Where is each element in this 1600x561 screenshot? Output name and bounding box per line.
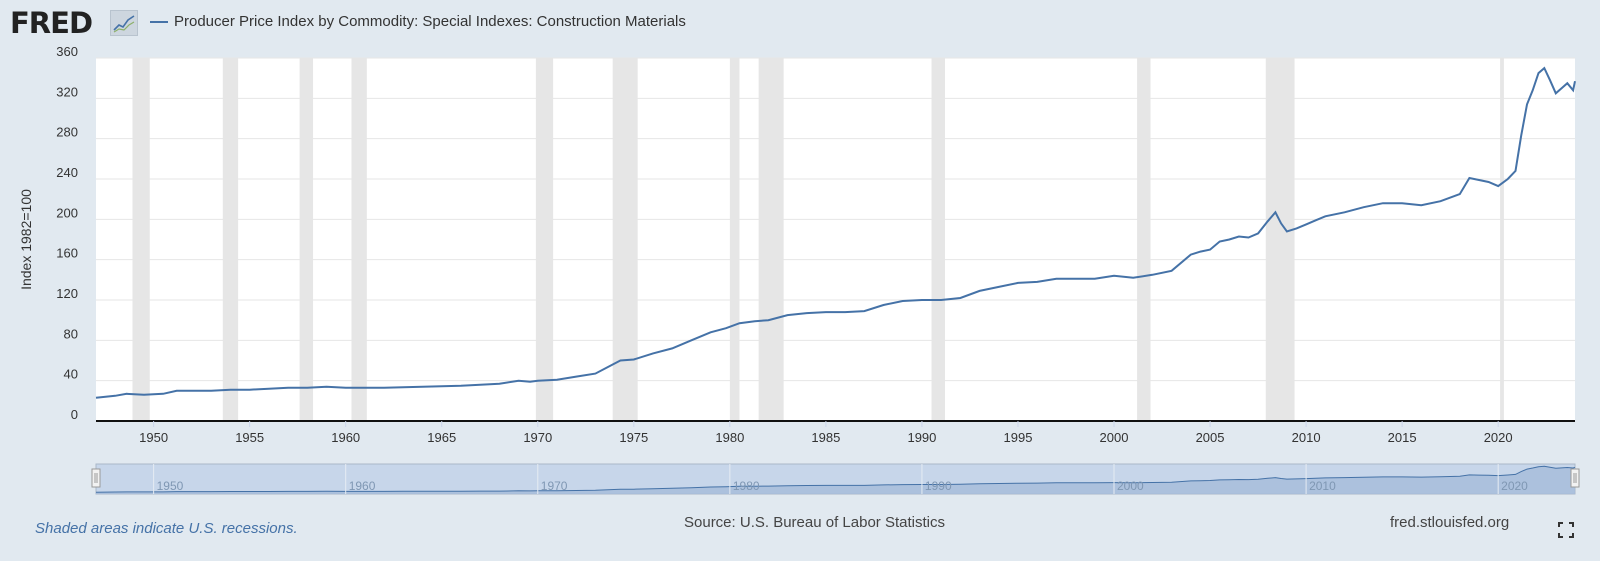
- series-layer: [95, 66, 1576, 399]
- x-tick-label: 1985: [811, 430, 840, 445]
- recession-band: [299, 58, 314, 421]
- legend-series-swatch: [150, 21, 168, 23]
- navigator-handle-grip[interactable]: [91, 468, 101, 488]
- navigator-ticks: 1950 1960 1970 1980 1990 2000 2010 2020: [153, 464, 1528, 494]
- x-tick-label: 2005: [1196, 430, 1225, 445]
- x-tick-label: 2015: [1388, 430, 1417, 445]
- y-axis-ticks: 0 40 80 120 160 200 240 280 320 360: [56, 44, 78, 422]
- series-line[interactable]: [95, 66, 1576, 399]
- x-tick-label: 1960: [331, 430, 360, 445]
- navigator-line: [95, 465, 1576, 493]
- navigator-tick-label: 1960: [349, 479, 376, 493]
- navigator-handle-grip[interactable]: [1570, 468, 1580, 488]
- x-tick-label: 1970: [523, 430, 552, 445]
- x-tick-label: 1995: [1004, 430, 1033, 445]
- navigator-tick-label: 2000: [1117, 479, 1144, 493]
- recession-band: [132, 58, 150, 421]
- navigator-handle-right[interactable]: [1570, 468, 1580, 488]
- chart-header: FRED Producer Price Index by Commodity: …: [0, 0, 1600, 46]
- recession-band: [612, 58, 638, 421]
- x-tick-label: 1990: [907, 430, 936, 445]
- x-tick-label: 1965: [427, 430, 456, 445]
- y-tick-label: 40: [64, 367, 78, 382]
- navigator-tick-label: 2010: [1309, 479, 1336, 493]
- plot-background: [96, 58, 1575, 421]
- navigator-tick-label: 1970: [541, 479, 568, 493]
- fred-url-link[interactable]: fred.stlouisfed.org: [1390, 514, 1510, 531]
- line-chart-icon: [110, 10, 138, 36]
- navigator-tick-label: 1950: [157, 479, 184, 493]
- navigator-handle-left[interactable]: [91, 468, 101, 488]
- fred-logo[interactable]: FRED: [10, 6, 93, 40]
- fullscreen-icon[interactable]: [1558, 522, 1574, 538]
- recession-bands: [132, 58, 1504, 421]
- recession-band: [729, 58, 740, 421]
- x-axis-ticks: 1950 1955 1960 1965 1970 1975 1980 1985 1990 1995…: [139, 421, 1513, 445]
- navigator-tick-label: 1990: [925, 479, 952, 493]
- gridlines: [96, 57, 1575, 382]
- recession-band: [351, 58, 367, 421]
- range-navigator[interactable]: 1950 1960 1970 1980 1990 2000 2010 2020: [91, 463, 1580, 495]
- y-axis-label: Index 1982=100: [18, 189, 34, 290]
- recession-band: [222, 58, 239, 421]
- x-tick-label: 1975: [619, 430, 648, 445]
- y-tick-label: 0: [71, 407, 78, 422]
- x-tick-label: 2000: [1100, 430, 1129, 445]
- y-tick-label: 120: [56, 286, 78, 301]
- y-tick-label: 320: [56, 84, 78, 99]
- navigator-tick-label: 1980: [733, 479, 760, 493]
- recession-band: [758, 58, 784, 421]
- recession-band: [931, 58, 945, 421]
- recession-note: Shaded areas indicate U.S. recessions.: [35, 520, 298, 537]
- navigator-area: [96, 466, 1575, 494]
- navigator-tick-label: 2020: [1501, 479, 1528, 493]
- series-title[interactable]: Producer Price Index by Commodity: Speci…: [174, 13, 686, 30]
- x-tick-label: 1955: [235, 430, 264, 445]
- y-tick-label: 200: [56, 205, 78, 220]
- recession-band: [535, 58, 554, 421]
- y-tick-label: 280: [56, 125, 78, 140]
- y-tick-label: 80: [64, 326, 78, 341]
- x-tick-label: 1950: [139, 430, 168, 445]
- y-tick-label: 160: [56, 246, 78, 261]
- source-text[interactable]: Source: U.S. Bureau of Labor Statistics: [684, 514, 945, 531]
- x-tick-label: 2020: [1484, 430, 1513, 445]
- recession-band: [1137, 58, 1151, 421]
- y-tick-label: 360: [56, 44, 78, 59]
- y-tick-label: 240: [56, 165, 78, 180]
- recession-band: [1265, 58, 1295, 421]
- x-tick-label: 2010: [1292, 430, 1321, 445]
- x-tick-label: 1980: [715, 430, 744, 445]
- recession-band: [1500, 58, 1504, 421]
